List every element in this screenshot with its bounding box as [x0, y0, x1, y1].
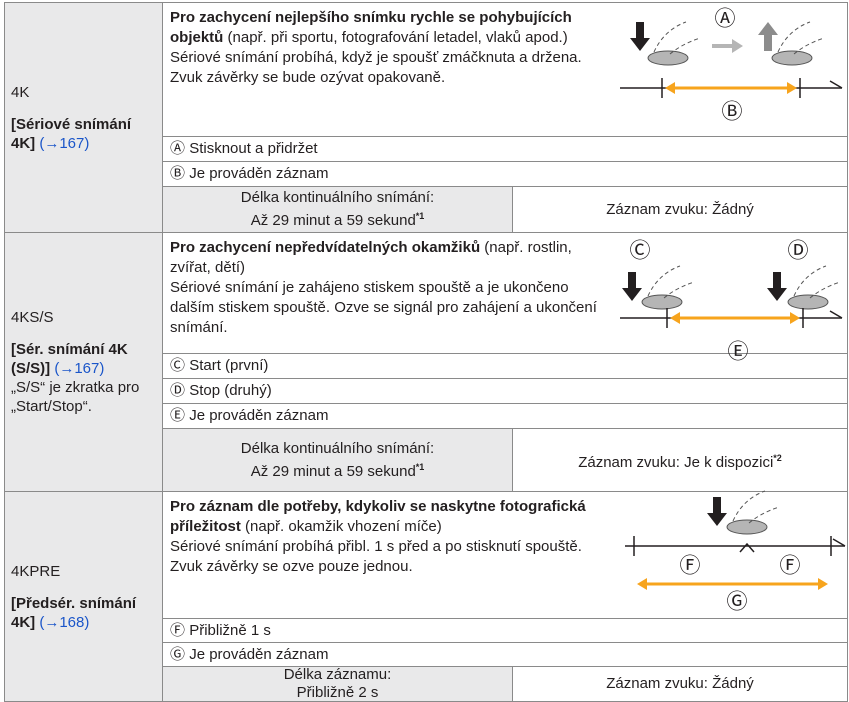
duration-value-line: Až 29 minut a 59 sekund*1: [251, 207, 425, 230]
item-text: Přibližně 1 s: [189, 622, 271, 639]
mode-name: [Předsér. snímání 4K]: [11, 594, 137, 631]
page-ref: (→168): [39, 613, 90, 631]
item-marker: Ⓕ: [170, 622, 186, 639]
audio-cell: Záznam zvuku: Žádný: [512, 186, 848, 233]
item-text: Je prováděn záznam: [189, 407, 329, 424]
heading-rest: (např. okamžik vhození míče): [240, 518, 442, 535]
item-cell: Ⓔ Je prováděn záznam: [162, 403, 848, 429]
description: Sériové snímání je zahájeno stiskem spou…: [170, 279, 597, 336]
icon-text: 4K: [11, 83, 30, 101]
item-cell: Ⓑ Je prováděn záznam: [162, 161, 848, 187]
audio-cell: Záznam zvuku: Je k dispozici*2: [512, 428, 848, 492]
heading-rest: (např. rostlin, zvířat, dětí): [170, 239, 572, 276]
item-cell: Ⓕ Přibližně 1 s: [162, 618, 848, 643]
mode-name: [Sér. snímání 4K (S/S)]: [11, 341, 128, 377]
item-marker: Ⓒ: [170, 357, 186, 374]
item-cell: Ⓖ Je prováděn záznam: [162, 642, 848, 667]
mode-icon: 4KS/S: [11, 308, 156, 338]
heading-bold: Pro záznam dle potřeby, kdykoliv se nask…: [170, 498, 586, 535]
description-text: Pro záznam dle potřeby, kdykoliv se nask…: [170, 497, 615, 577]
icon-text: 4K: [11, 562, 30, 580]
audio-line: Záznam zvuku: Je k dispozici*2: [578, 449, 782, 472]
icon-sub-text: PRE: [29, 562, 61, 580]
duration-value: Přibližně 2 s: [296, 684, 379, 701]
item-text: Stisknout a přidržet: [189, 140, 318, 157]
audio-text: Záznam zvuku: Žádný: [606, 675, 754, 692]
item-cell: Ⓐ Stisknout a přidržet: [162, 136, 848, 162]
item-marker: Ⓐ: [170, 140, 186, 157]
description-text: Pro zachycení nepředvídatelných okamžiků…: [170, 238, 615, 338]
duration-cell: Délka záznamu: Přibližně 2 s: [162, 666, 513, 702]
mode-name: [Sériové snímání 4K]: [11, 115, 132, 152]
item-marker: Ⓖ: [170, 646, 186, 663]
duration-label: Délka kontinuálního snímání:: [240, 189, 435, 206]
item-text: Je prováděn záznam: [189, 165, 329, 182]
item-marker: Ⓔ: [170, 407, 186, 424]
footnote-ref: *1: [415, 461, 425, 472]
item-marker: Ⓑ: [170, 165, 186, 182]
heading-rest: (např. při sportu, fotografování letadel…: [223, 29, 568, 46]
footnote-ref: *2: [773, 452, 782, 463]
description-text: Pro zachycení nejlepšího snímku rychle s…: [170, 8, 615, 88]
audio-cell: Záznam zvuku: Žádný: [512, 666, 848, 702]
mode-icon-graphic: 4KPRE: [11, 563, 60, 580]
duration-cell: Délka kontinuálního snímání: Až 29 minut …: [162, 428, 513, 492]
mode-icon-graphic: 4KS/S: [11, 309, 54, 326]
duration-value-line: Až 29 minut a 59 sekund*1: [251, 458, 425, 481]
mode-name-block: [Sér. snímání 4K (S/S)] (→167): [11, 340, 156, 378]
description-cell: Pro záznam dle potřeby, kdykoliv se nask…: [162, 491, 848, 619]
page-ref: (→167): [39, 134, 90, 152]
duration-value: Až 29 minut a 59 sekund: [250, 462, 416, 480]
description: Sériové snímání probíhá, když je spoušť …: [170, 49, 582, 86]
mode-cell: 4K [Sériové snímání 4K] (→167): [4, 2, 163, 233]
item-text: Start (první): [189, 357, 269, 374]
description: Sériové snímání probíhá přibl. 1 s před …: [170, 538, 582, 575]
page-ref: (→167): [54, 360, 105, 377]
duration-label: Délka záznamu:: [283, 666, 392, 683]
item-cell: Ⓓ Stop (druhý): [162, 378, 848, 404]
audio-text: Záznam zvuku: Žádný: [606, 200, 754, 218]
description-cell: Pro zachycení nejlepšího snímku rychle s…: [162, 2, 848, 137]
description-cell: Pro zachycení nepředvídatelných okamžiků…: [162, 232, 848, 354]
mode-cell: 4KPRE [Předsér. snímání 4K] (→168): [4, 491, 163, 702]
icon-sub-text: S/S: [29, 309, 54, 326]
mode-cell: 4KS/S [Sér. snímání 4K (S/S)] (→167) „S/S“…: [4, 232, 163, 492]
icon-text: 4K: [11, 309, 30, 326]
mode-icon: 4K: [11, 83, 156, 113]
heading-bold: Pro zachycení nejlepšího snímku rychle s…: [170, 9, 572, 46]
item-text: Stop (druhý): [189, 382, 272, 399]
footnote-ref: *1: [415, 211, 425, 221]
mode-icon-graphic: 4K: [11, 84, 29, 101]
item-text: Je prováděn záznam: [189, 646, 329, 663]
item-marker: Ⓓ: [170, 382, 186, 399]
audio-text: Záznam zvuku: Je k dispozici: [578, 453, 774, 471]
item-cell: Ⓒ Start (první): [162, 353, 848, 379]
mode-note: „S/S“ je zkratka pro „Start/Stop“.: [11, 379, 140, 415]
heading-bold: Pro zachycení nepředvídatelných okamžiků: [170, 239, 481, 256]
mode-icon: 4KPRE: [11, 562, 156, 592]
mode-name-block: [Sériové snímání 4K] (→167): [11, 115, 156, 153]
duration-label: Délka kontinuálního snímání:: [240, 439, 435, 457]
mode-name-block: [Předsér. snímání 4K] (→168): [11, 594, 156, 632]
duration-value: Až 29 minut a 59 sekund: [250, 212, 416, 229]
audio-line: Záznam zvuku: Žádný: [606, 675, 754, 693]
duration-value-line: Přibližně 2 s: [297, 684, 379, 702]
duration-cell: Délka kontinuálního snímání: Až 29 minut …: [162, 186, 513, 233]
audio-line: Záznam zvuku: Žádný: [606, 201, 754, 219]
